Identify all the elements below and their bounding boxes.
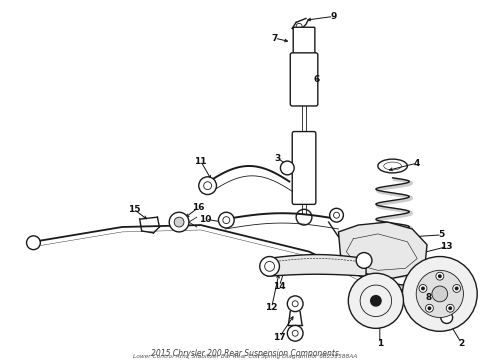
Circle shape — [453, 284, 461, 292]
Circle shape — [419, 284, 427, 292]
Circle shape — [432, 286, 448, 302]
Circle shape — [402, 257, 477, 331]
Circle shape — [448, 306, 452, 310]
Circle shape — [421, 287, 425, 291]
Circle shape — [425, 304, 433, 312]
Circle shape — [219, 212, 234, 228]
Circle shape — [356, 253, 372, 268]
FancyBboxPatch shape — [293, 27, 315, 56]
Circle shape — [287, 325, 303, 341]
Circle shape — [169, 212, 189, 232]
Text: 5: 5 — [439, 230, 445, 239]
Text: 1: 1 — [377, 339, 383, 348]
Circle shape — [26, 236, 40, 249]
Circle shape — [370, 295, 382, 307]
Circle shape — [438, 274, 442, 278]
FancyBboxPatch shape — [290, 53, 318, 106]
Text: 17: 17 — [273, 333, 286, 342]
Text: 3: 3 — [274, 154, 281, 163]
Text: 11: 11 — [195, 157, 207, 166]
Polygon shape — [268, 255, 366, 276]
Text: 6: 6 — [314, 75, 320, 84]
Text: 10: 10 — [199, 215, 212, 224]
Text: 13: 13 — [441, 242, 453, 251]
Text: 7: 7 — [271, 33, 278, 42]
Text: 2: 2 — [458, 339, 465, 348]
Text: 15: 15 — [127, 205, 140, 214]
Text: 9: 9 — [330, 12, 337, 21]
Circle shape — [416, 270, 464, 318]
Text: Lower Control Arm, Stabilizer Bar Rear Coil Spring Diagram for 68231588AA: Lower Control Arm, Stabilizer Bar Rear C… — [133, 354, 357, 359]
Text: 14: 14 — [273, 282, 286, 291]
Text: 16: 16 — [193, 203, 205, 212]
Circle shape — [427, 306, 431, 310]
Circle shape — [441, 312, 453, 323]
Text: 8: 8 — [426, 293, 432, 302]
Circle shape — [199, 177, 217, 194]
Circle shape — [330, 208, 343, 222]
Text: 2015 Chrysler 200 Rear Suspension Components: 2015 Chrysler 200 Rear Suspension Compon… — [151, 349, 339, 358]
Circle shape — [446, 304, 454, 312]
Circle shape — [174, 217, 184, 227]
Circle shape — [436, 272, 444, 280]
Circle shape — [260, 257, 279, 276]
Text: 4: 4 — [414, 158, 420, 167]
Polygon shape — [339, 222, 427, 278]
Circle shape — [280, 161, 294, 175]
Text: 12: 12 — [265, 303, 278, 312]
Circle shape — [455, 287, 459, 291]
Circle shape — [348, 273, 403, 328]
Circle shape — [287, 296, 303, 312]
FancyBboxPatch shape — [292, 131, 316, 204]
